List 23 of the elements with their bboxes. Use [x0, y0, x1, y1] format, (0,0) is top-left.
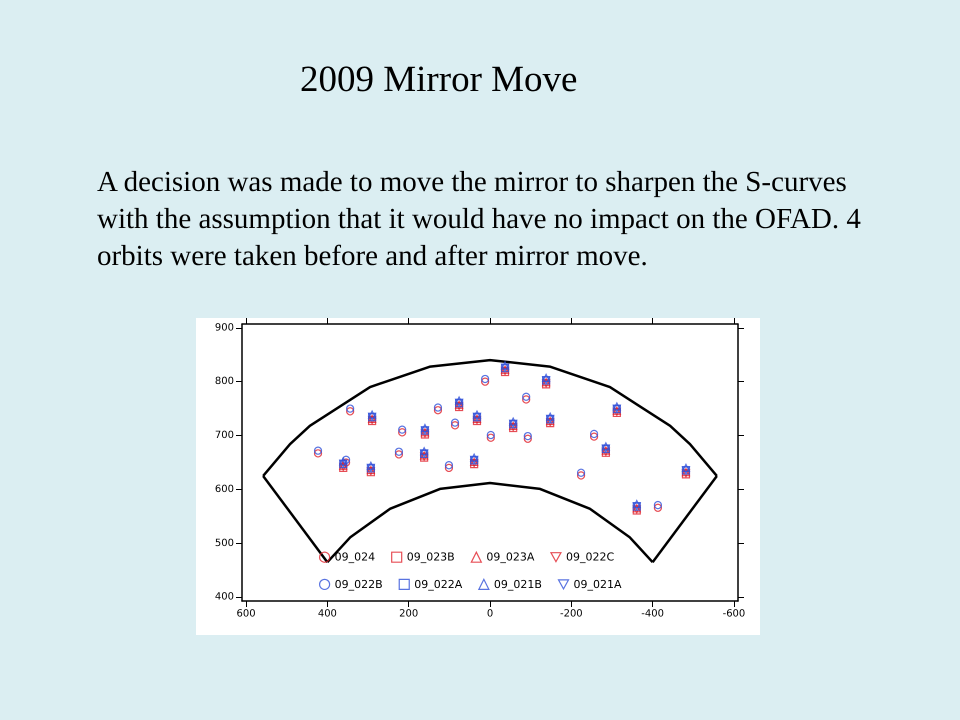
- legend-label: 09_022C: [566, 550, 614, 564]
- y-tick-label: 600: [214, 484, 234, 495]
- y-tick-label: 500: [214, 538, 234, 549]
- legend-label: 09_021B: [494, 578, 542, 591]
- chart-subtitle: A decision was made to move the mirror to sharpen the S-curves with the assumption that it would have no impact on the OFAD. 4 orbits were taken before and after mirror move.: [97, 165, 862, 274]
- legend-label: 09_021A: [573, 578, 622, 591]
- y-tick-label: 900: [214, 322, 234, 334]
- legend-label: 09_022B: [334, 578, 383, 591]
- y-tick-label: 700: [214, 430, 234, 442]
- x-tick-label: 600: [236, 608, 256, 620]
- legend-label: 09_024: [334, 550, 376, 564]
- x-tick-label: 400: [318, 608, 337, 620]
- x-tick-label: -400: [641, 608, 664, 620]
- y-tick-label: 400: [214, 592, 234, 603]
- chart-title: 2009 Mirror Move: [300, 58, 578, 101]
- x-tick-label: -600: [722, 608, 746, 620]
- legend-label: 09_023A: [486, 550, 535, 564]
- legend-label: 09_023B: [406, 550, 455, 564]
- x-tick-label: 200: [399, 608, 418, 620]
- y-tick-label: 800: [214, 376, 234, 388]
- x-tick-label: -200: [560, 608, 583, 620]
- legend-label: 09_022A: [414, 578, 463, 591]
- x-tick-label: 0: [486, 608, 494, 620]
